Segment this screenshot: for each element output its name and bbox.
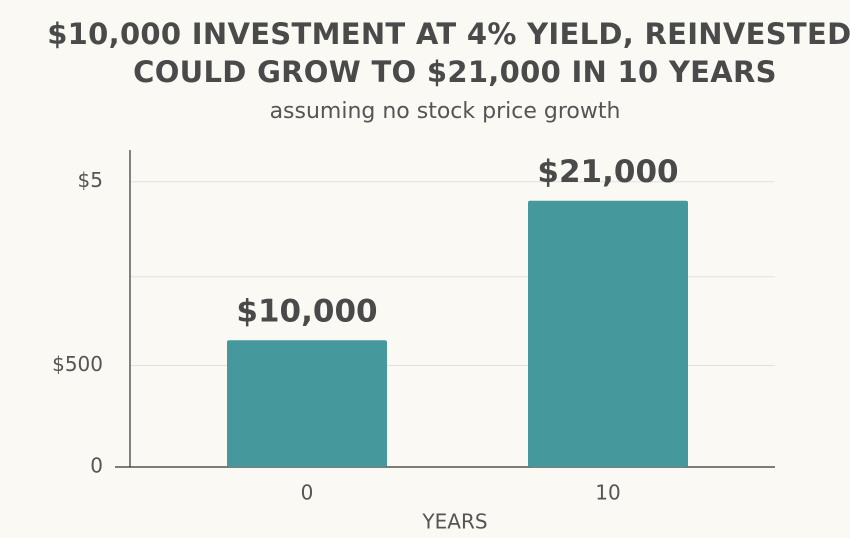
chart-title: $10,000 INVESTMENT AT 4% YIELD, REINVEST… (47, 17, 850, 51)
x-tick-label: 10 (595, 481, 620, 505)
value-label: $21,000 (537, 154, 678, 190)
chart-subtitle: assuming no stock price growth (270, 99, 621, 124)
chart-title: COULD GROW TO $21,000 IN 10 YEARS (133, 55, 777, 89)
x-axis-label: YEARS (421, 510, 487, 534)
bar (528, 200, 688, 467)
y-tick-label: $500 (52, 352, 103, 376)
x-tick-label: 0 (301, 481, 314, 505)
y-tick-label: $5 (78, 168, 103, 192)
y-tick-label: 0 (90, 454, 103, 478)
bar (227, 340, 387, 467)
value-label: $10,000 (236, 294, 377, 330)
